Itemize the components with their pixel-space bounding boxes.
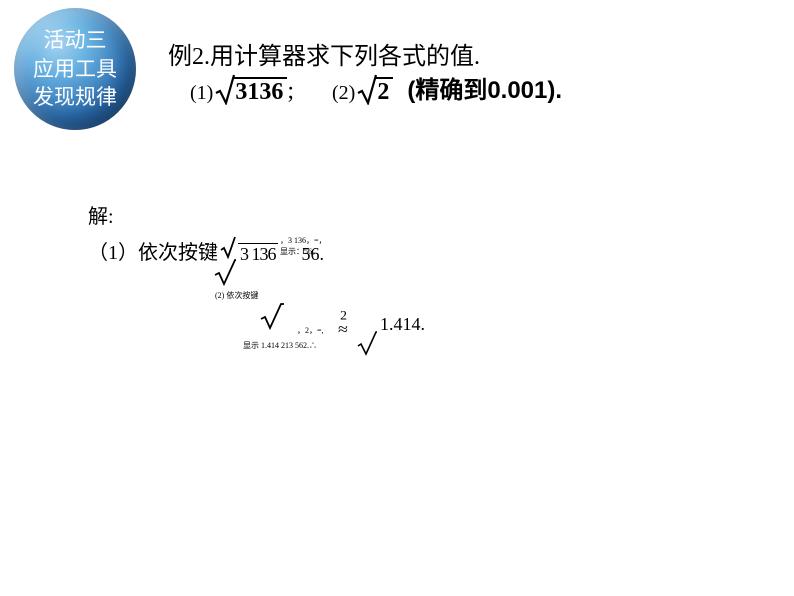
radical-icon — [215, 73, 235, 105]
radical-icon — [214, 258, 236, 286]
p1-sqrt: 3136 — [215, 73, 287, 105]
example-title: 例2.用计算器求下列各式的值. — [168, 36, 480, 71]
tiny-text-4: 显示 1.414 213 562.∴ — [243, 340, 317, 351]
mid-radical-1 — [214, 258, 236, 291]
problem-row: (1) 3136 ; (2) 2 (精确到0.001). — [190, 70, 562, 105]
radical-icon — [220, 235, 236, 259]
tiny-text-1: ，3 136，=， 显示：56， — [280, 235, 327, 257]
sol-prefix: （1）依次按键 — [88, 236, 218, 265]
badge-line-2: 应用工具 — [33, 55, 117, 83]
p2-sqrt: 2 — [357, 73, 393, 105]
radical-icon — [357, 330, 377, 356]
badge-line-3: 发现规律 — [33, 83, 117, 111]
tiny-text-2: (2) 依次按键 — [215, 290, 258, 301]
mid-radical-3 — [357, 330, 377, 361]
p1-radicand: 3136 — [233, 77, 287, 105]
radical-icon — [260, 302, 284, 330]
p2-label: (2) — [332, 82, 355, 105]
solution-header: 解: — [88, 200, 324, 229]
approx-block: 2 ≈ — [338, 312, 348, 333]
p1-suffix: ; — [287, 78, 294, 105]
sol-overlay: 3 136 — [238, 244, 278, 265]
precision-text: (精确到0.001). — [407, 70, 562, 105]
badge-line-1: 活动三 — [44, 26, 107, 54]
p2-radicand: 2 — [375, 77, 393, 105]
radical-icon — [357, 73, 377, 105]
activity-badge: 活动三 应用工具 发现规律 — [14, 8, 136, 130]
p1-label: (1) — [190, 82, 213, 105]
tiny-text-3: ，2，=, — [297, 325, 324, 336]
mid-radical-2 — [260, 302, 284, 335]
result-1414: 1.414. — [380, 314, 425, 335]
